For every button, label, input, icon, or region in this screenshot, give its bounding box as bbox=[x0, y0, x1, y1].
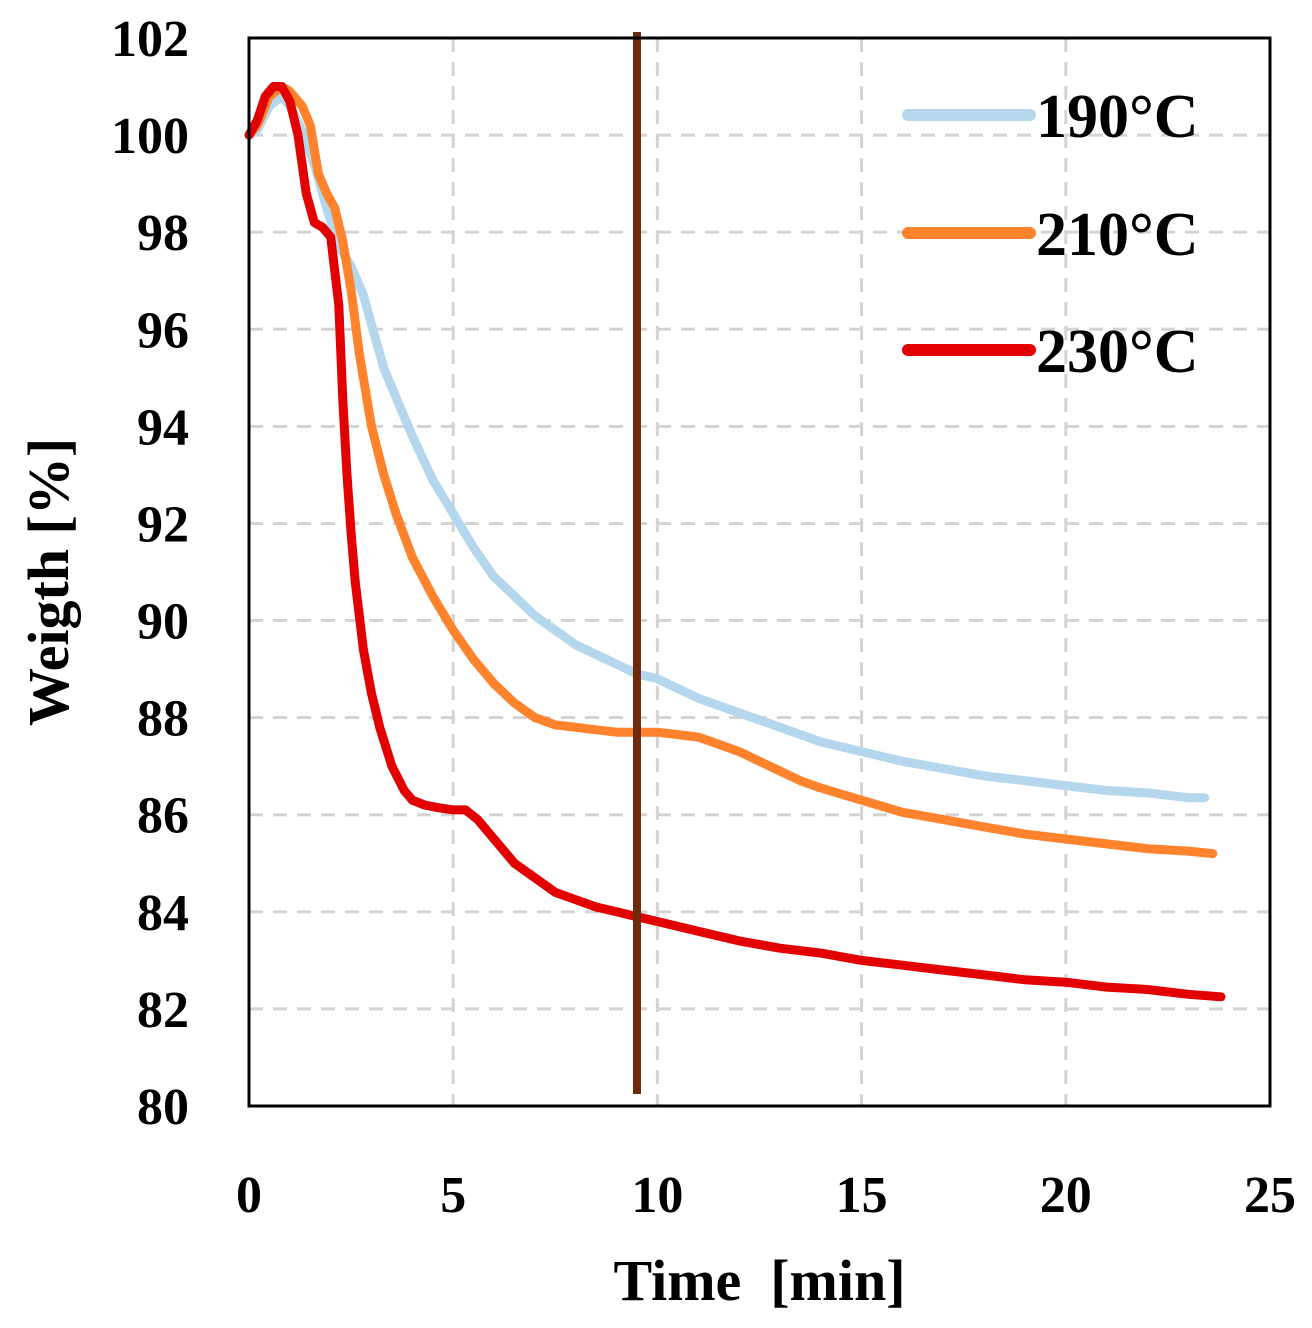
legend: 190°C 210°C 230°C bbox=[902, 83, 1199, 386]
x-tick-label: 5 bbox=[440, 1167, 466, 1224]
x-tick-labels: 0 5 10 15 20 25 bbox=[236, 1167, 1296, 1224]
x-tick-label: 20 bbox=[1040, 1167, 1092, 1224]
series-line-2 bbox=[244, 82, 1218, 859]
legend-label-1: 190°C bbox=[1036, 83, 1199, 151]
y-tick-label: 94 bbox=[137, 399, 189, 456]
series-lines bbox=[244, 82, 1226, 1002]
y-tick-label: 98 bbox=[137, 205, 189, 262]
plot-frame bbox=[247, 36, 1272, 1108]
y-tick-label: 96 bbox=[137, 302, 189, 359]
y-tick-label: 82 bbox=[137, 982, 189, 1039]
x-tick-label: 25 bbox=[1244, 1167, 1296, 1224]
y-tick-label: 92 bbox=[137, 496, 189, 553]
x-axis-title: Time [min] bbox=[613, 1248, 905, 1313]
legend-label-3: 230°C bbox=[1036, 318, 1199, 386]
grid-lines bbox=[249, 38, 1270, 1106]
y-tick-label: 84 bbox=[137, 885, 189, 942]
y-tick-label: 80 bbox=[137, 1079, 189, 1136]
x-tick-label: 10 bbox=[631, 1167, 683, 1224]
x-tick-label: 0 bbox=[236, 1167, 262, 1224]
y-tick-label: 90 bbox=[137, 594, 189, 651]
y-tick-label: 86 bbox=[137, 788, 189, 845]
y-axis-title: Weigth [%] bbox=[16, 438, 81, 726]
y-tick-label: 88 bbox=[137, 691, 189, 748]
y-tick-label: 100 bbox=[111, 108, 189, 165]
y-tick-labels: 80 82 84 86 88 90 92 94 96 98 100 102 bbox=[111, 11, 189, 1136]
legend-label-2: 210°C bbox=[1036, 201, 1199, 269]
y-tick-label: 102 bbox=[111, 11, 189, 68]
series-line-3 bbox=[244, 82, 1226, 1002]
x-tick-label: 15 bbox=[836, 1167, 888, 1224]
